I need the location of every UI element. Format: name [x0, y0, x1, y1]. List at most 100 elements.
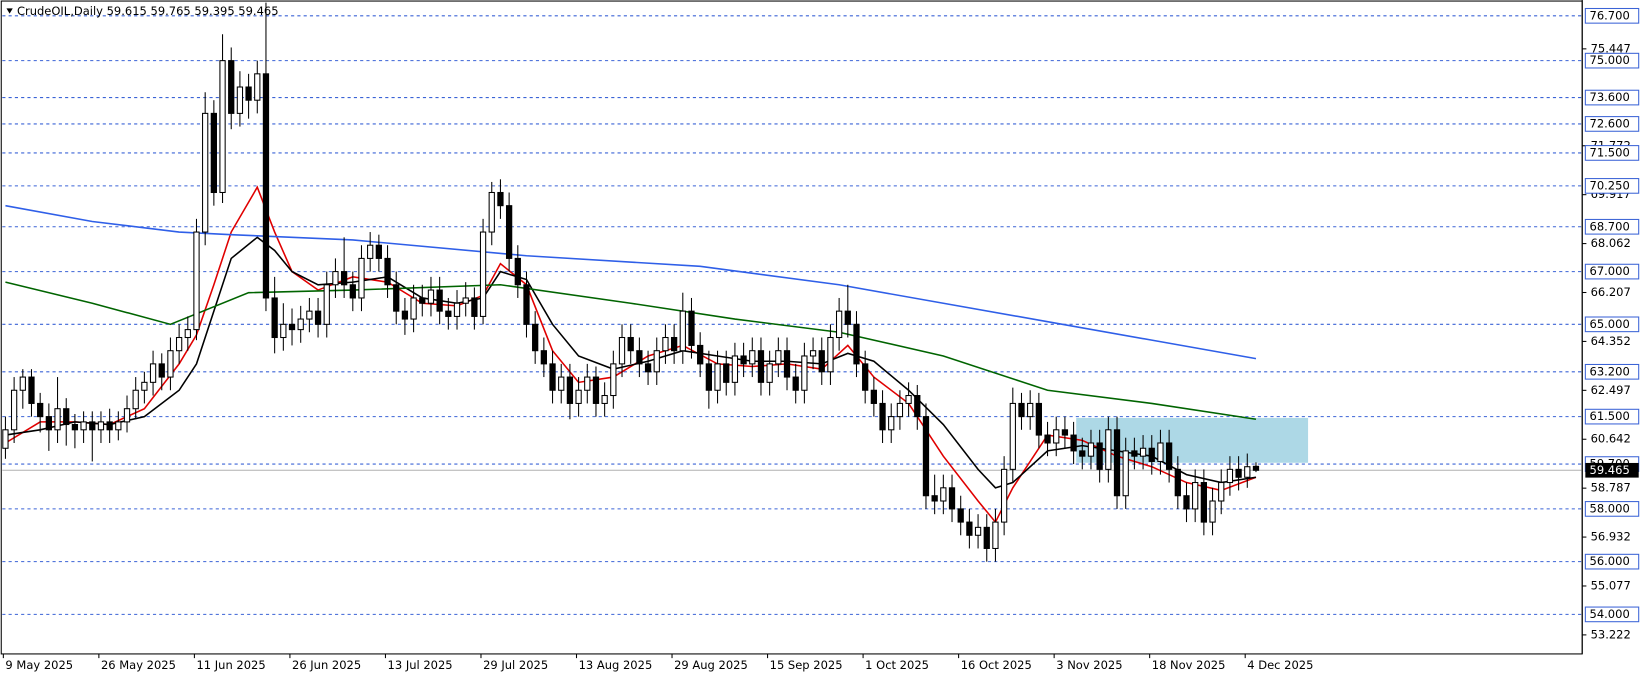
level-label: 61.500	[1590, 409, 1630, 423]
candle-body	[575, 389, 582, 404]
candle-body	[106, 421, 113, 431]
candle-body	[367, 244, 374, 259]
level-label: 70.250	[1590, 178, 1630, 192]
candle-body	[1044, 434, 1051, 444]
candle-body	[818, 350, 825, 373]
candle-body	[314, 310, 322, 325]
candle-body	[523, 284, 530, 325]
candle-body	[948, 487, 956, 510]
candle-body	[80, 421, 87, 431]
candle-body	[749, 350, 756, 365]
level-label-box	[1584, 145, 1640, 161]
candle-body	[254, 73, 261, 101]
candle-body	[1139, 447, 1147, 457]
x-tick-label: 16 Oct 2025	[961, 658, 1032, 672]
candle-body	[167, 350, 174, 378]
candle-body	[262, 73, 270, 299]
candle-body	[853, 323, 860, 365]
y-tick-label: 75.447	[1591, 41, 1631, 55]
x-tick-label: 3 Nov 2025	[1056, 658, 1122, 672]
candle-body	[670, 336, 678, 352]
candle-body	[228, 60, 235, 114]
candle-body	[97, 421, 105, 431]
x-tick-label: 13 Jul 2025	[388, 658, 453, 672]
candle-body	[358, 257, 365, 299]
y-tick-label: 60.642	[1591, 432, 1631, 446]
candle-body	[549, 363, 556, 391]
x-tick-label: 15 Sep 2025	[770, 658, 843, 672]
candle-body	[714, 363, 721, 391]
candle-body	[10, 389, 18, 431]
candle-body	[2, 429, 9, 449]
y-tick-label: 56.932	[1591, 530, 1631, 544]
candle-body	[245, 86, 252, 101]
level-label: 68.700	[1590, 219, 1630, 233]
candle-body	[236, 86, 244, 114]
candle-body	[37, 402, 44, 418]
candle-body	[914, 395, 921, 418]
candle-body	[957, 508, 964, 523]
candle-body	[497, 191, 504, 207]
candle-body	[297, 318, 304, 331]
candle-body	[427, 289, 435, 304]
candle-body	[1035, 402, 1043, 436]
candle-body	[202, 112, 209, 233]
candle-body	[757, 350, 765, 383]
candle-body	[922, 416, 930, 497]
candle-body	[931, 495, 938, 502]
candle-body	[280, 323, 287, 339]
level-label: 56.000	[1590, 554, 1630, 568]
candle-body	[393, 284, 400, 312]
candle-body	[688, 310, 695, 346]
candle-body	[1087, 442, 1095, 457]
level-label: 63.200	[1590, 364, 1630, 378]
candle-body	[827, 336, 834, 373]
candle-body	[1200, 482, 1208, 523]
candle-body	[966, 521, 973, 536]
candle-body	[1079, 450, 1086, 457]
candle-body	[584, 376, 591, 391]
candle-body	[306, 310, 313, 320]
candle-body	[1027, 402, 1034, 418]
candle-body	[1113, 429, 1121, 497]
y-tick-label: 62.497	[1591, 383, 1631, 397]
y-tick-label: 68.062	[1591, 236, 1631, 250]
candle-body	[1218, 482, 1225, 502]
level-label-box	[1584, 408, 1640, 425]
candle-body	[323, 284, 330, 325]
candle-body	[479, 231, 487, 317]
level-label: 58.000	[1590, 501, 1630, 515]
candle-body	[63, 408, 70, 426]
candle-body	[1000, 468, 1008, 523]
candle-body	[123, 408, 131, 423]
level-label-box	[1584, 316, 1640, 333]
x-tick-label: 18 Nov 2025	[1152, 658, 1226, 672]
candle-body	[445, 310, 452, 317]
level-label-box	[1584, 178, 1640, 194]
candle-body	[601, 395, 608, 404]
candle-body	[1105, 429, 1112, 470]
level-label: 73.600	[1590, 90, 1630, 104]
candle-body	[349, 284, 356, 299]
y-tick-label: 64.352	[1591, 334, 1631, 348]
candle-body	[862, 363, 869, 391]
candle-body	[792, 376, 799, 391]
candle-body	[974, 526, 982, 536]
level-label-box	[1584, 363, 1640, 380]
candle-body	[723, 363, 730, 383]
candle-body	[566, 376, 574, 404]
candle-body	[783, 350, 791, 378]
y-tick-label: 53.222	[1591, 627, 1631, 641]
candle-body	[775, 350, 782, 365]
last-price-box	[1585, 462, 1639, 478]
candle-body	[19, 376, 26, 391]
candle-body	[288, 323, 296, 331]
candle-body	[592, 376, 600, 404]
candle-body	[740, 355, 747, 365]
x-tick-label: 1 Oct 2025	[865, 658, 929, 672]
y-tick-label: 55.077	[1591, 578, 1631, 592]
candle-body	[610, 363, 617, 397]
menu-triangle[interactable]	[6, 8, 13, 14]
level-label-box	[1584, 501, 1640, 517]
level-label-box	[1584, 553, 1640, 570]
